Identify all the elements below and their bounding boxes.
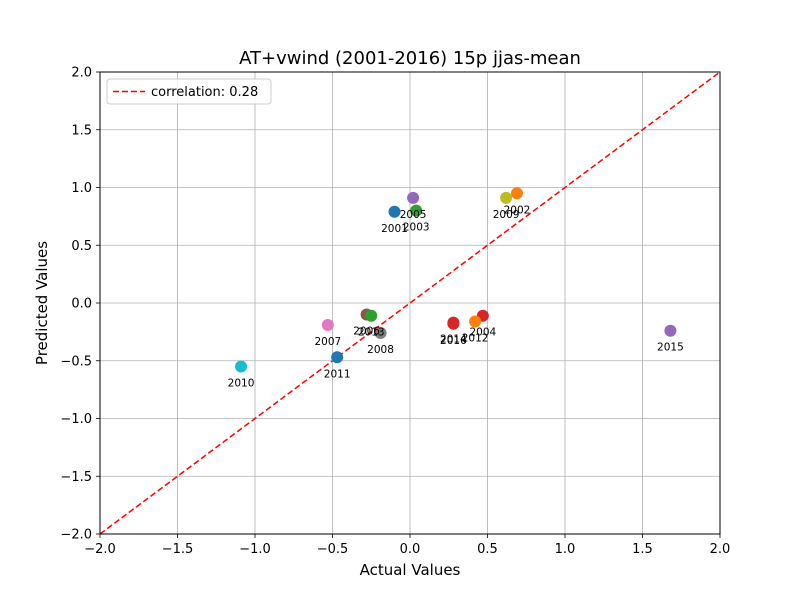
data-point-label: 2014 [440,334,467,346]
y-tick-label: 1.5 [71,123,92,138]
data-point [500,191,513,204]
data-point-label: 2001 [381,223,408,235]
y-tick-label: 1.0 [71,181,92,196]
x-tick-label: 2.0 [710,542,731,557]
data-point-label: 2003 [403,222,430,234]
data-point-label: 2005 [400,209,427,221]
x-tick-label: 1.5 [632,542,653,557]
data-point-label: 2012 [462,332,489,344]
y-tick-label: 0.0 [71,297,92,312]
chart-title: AT+vwind (2001-2016) 15p jjas-mean [239,48,581,69]
data-point [331,351,344,364]
y-axis-title: Predicted Values [33,241,51,365]
y-tick-label: 0.5 [71,239,92,254]
data-point-label: 2004 [469,327,496,339]
data-point [469,315,482,328]
data-point-label: 2015 [657,342,684,354]
point-labels-layer: 2001 2002 2003 2004 2005 2006 2007 2008 2009 2010… [228,204,684,389]
y-tick-label: −2.0 [60,528,92,543]
data-point-label: 2002 [504,204,531,216]
x-tick-label: 0.5 [477,542,498,557]
data-point-label: 2008 [367,344,394,356]
x-tick-label: −2.0 [84,542,116,557]
data-point [374,327,387,340]
data-point-label: 2009 [493,209,520,221]
data-point [388,205,401,218]
x-tick-label: −1.0 [239,542,271,557]
x-tick-label: 0.0 [400,542,421,557]
data-point [365,309,378,322]
data-point-label: 2006 [353,326,380,338]
data-point [321,318,334,331]
data-point-label: 2016 [440,335,467,347]
legend-box [106,78,272,105]
y-tick-label: −1.0 [60,412,92,427]
correlation-line [99,71,721,535]
y-tick-label: −0.5 [60,354,92,369]
points-layer [235,187,677,373]
x-tick-label: 1.0 [555,542,576,557]
y-tick-label: 2.0 [71,66,92,81]
data-point-label: 2011 [324,368,351,380]
reference-line-layer [99,71,721,535]
data-point [664,324,677,337]
data-point [447,317,460,330]
data-point [510,187,523,200]
x-tick-label: −1.5 [162,542,194,557]
data-point-label: 2007 [314,336,341,348]
data-point [235,360,248,373]
legend-label: correlation: 0.28 [151,85,258,100]
x-axis-title: Actual Values [360,561,461,579]
data-point [410,204,423,217]
y-tick-label: −1.5 [60,470,92,485]
data-point [407,191,420,204]
axis-ticks: −2.0 −1.5 −1.0 −0.5 0.0 0.5 1.0 1.5 2.0 −2.0 −1.5 −… [60,66,730,558]
data-point-label: 2013 [358,327,385,339]
legend: correlation: 0.28 [106,78,272,105]
x-tick-label: −0.5 [317,542,349,557]
data-point-label: 2010 [228,378,255,390]
